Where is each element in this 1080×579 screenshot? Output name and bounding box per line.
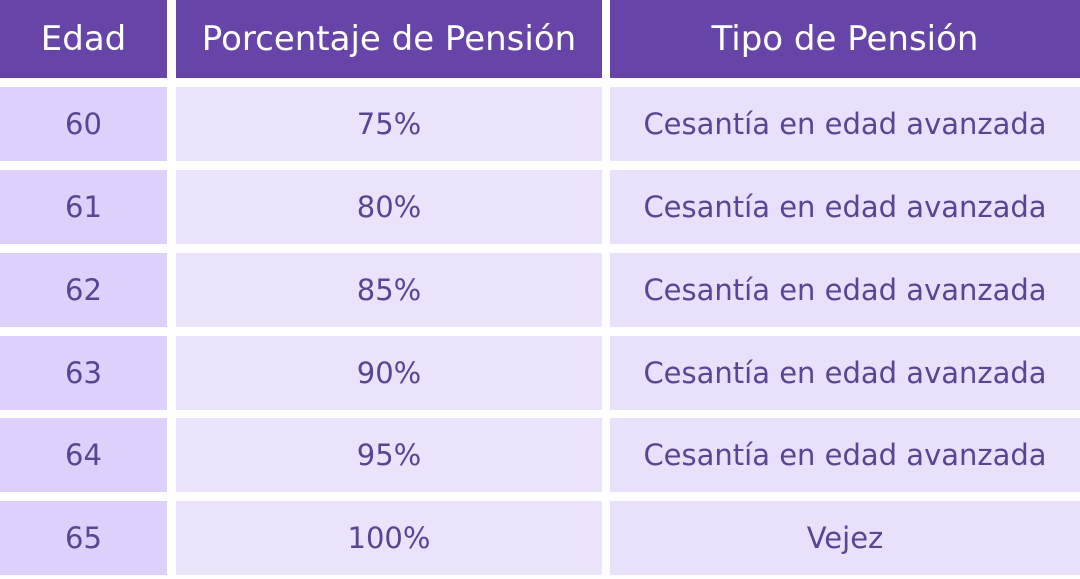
cell-edad: 63: [0, 336, 167, 410]
cell-edad: 64: [0, 418, 167, 492]
cell-edad: 65: [0, 501, 167, 575]
header-porcentaje: Porcentaje de Pensión: [176, 0, 602, 78]
cell-porcentaje: 85%: [176, 253, 602, 327]
cell-porcentaje: 80%: [176, 170, 602, 244]
cell-porcentaje: 95%: [176, 418, 602, 492]
cell-porcentaje: 75%: [176, 87, 602, 161]
cell-tipo: Cesantía en edad avanzada: [610, 336, 1080, 410]
cell-tipo: Cesantía en edad avanzada: [610, 87, 1080, 161]
cell-tipo: Vejez: [610, 501, 1080, 575]
cell-edad: 61: [0, 170, 167, 244]
cell-edad: 60: [0, 87, 167, 161]
cell-tipo: Cesantía en edad avanzada: [610, 253, 1080, 327]
cell-tipo: Cesantía en edad avanzada: [610, 170, 1080, 244]
cell-porcentaje: 100%: [176, 501, 602, 575]
header-tipo: Tipo de Pensión: [610, 0, 1080, 78]
cell-edad: 62: [0, 253, 167, 327]
cell-porcentaje: 90%: [176, 336, 602, 410]
cell-tipo: Cesantía en edad avanzada: [610, 418, 1080, 492]
header-edad: Edad: [0, 0, 167, 78]
